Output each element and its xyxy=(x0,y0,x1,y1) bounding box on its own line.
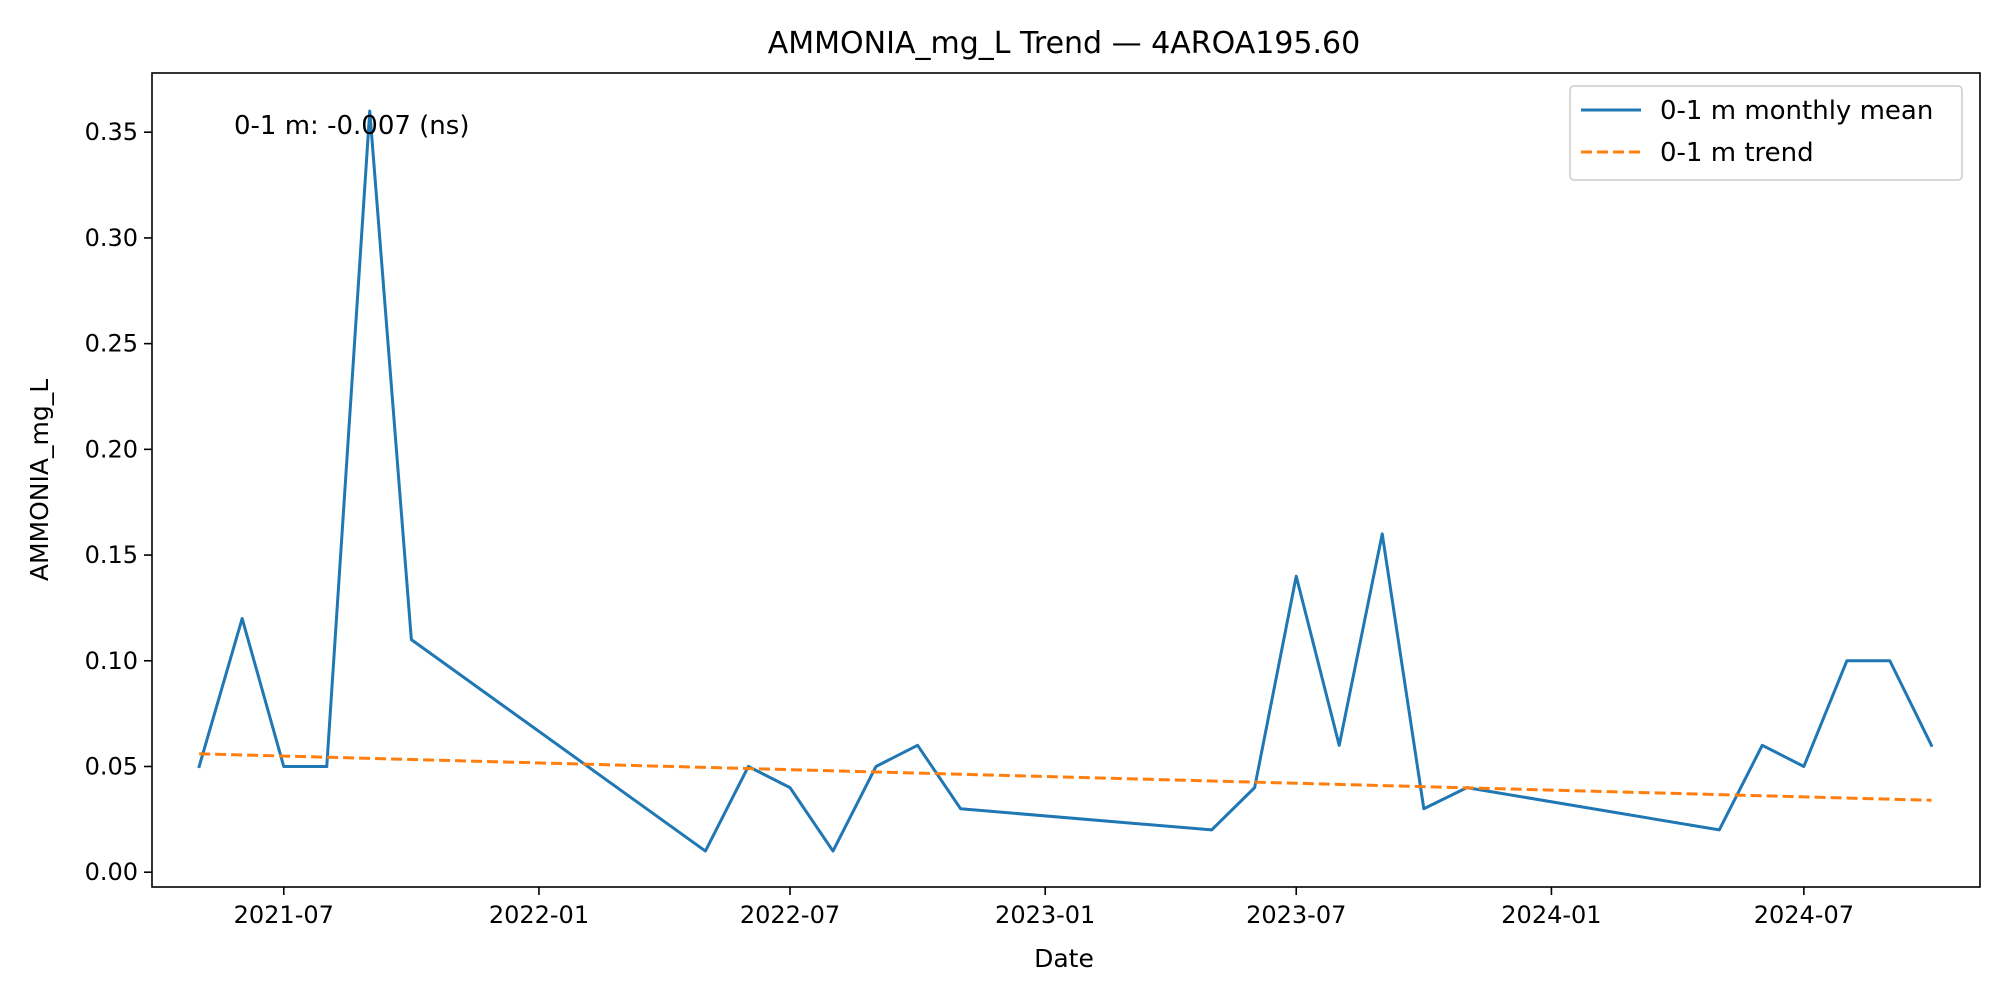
legend-box xyxy=(1569,85,1963,181)
trend-line xyxy=(199,752,1932,802)
plot-area: 0.00 0.05 0.10 0.15 0.20 0.25 0.30 0.35 2021-07… xyxy=(85,72,1981,929)
chart-title: AMMONIA_mg_L Trend — 4AROA195.60 xyxy=(768,26,1360,61)
x-tick-label: 2023-07 xyxy=(1246,901,1346,929)
x-tick-label: 2022-07 xyxy=(740,901,840,929)
y-tick-label: 0.05 xyxy=(85,752,138,780)
legend-label-trend: 0-1 m trend xyxy=(1660,138,1814,168)
x-axis: 2021-07 2022-01 2022-07 2023-01 2023-07 2024-… xyxy=(234,887,1854,929)
x-axis-label: Date xyxy=(1034,944,1094,973)
y-tick-label: 0.30 xyxy=(85,224,138,252)
x-tick-label: 2024-07 xyxy=(1754,901,1854,929)
y-tick-label: 0.10 xyxy=(85,647,138,675)
plot-frame xyxy=(151,72,1981,888)
data-layer xyxy=(197,109,1934,853)
x-tick-label: 2023-01 xyxy=(995,901,1095,929)
y-axis-label: AMMONIA_mg_L xyxy=(25,379,54,581)
x-tick-label: 2024-01 xyxy=(1501,901,1601,929)
y-tick-label: 0.25 xyxy=(85,330,138,358)
y-axis: 0.00 0.05 0.10 0.15 0.20 0.25 0.30 0.35 xyxy=(85,118,152,886)
legend: 0-1 m monthly mean 0-1 m trend xyxy=(1569,85,1963,181)
y-tick-label: 0.20 xyxy=(85,435,138,463)
y-tick-label: 0.00 xyxy=(85,858,138,886)
x-tick-label: 2022-01 xyxy=(489,901,589,929)
trend-annotation: 0-1 m: -0.007 (ns) xyxy=(234,111,469,141)
x-tick-label: 2021-07 xyxy=(234,901,334,929)
y-tick-label: 0.15 xyxy=(85,541,138,569)
legend-label-monthly-mean: 0-1 m monthly mean xyxy=(1660,96,1933,126)
monthly-mean-line xyxy=(197,109,1934,853)
y-tick-label: 0.35 xyxy=(85,118,138,146)
